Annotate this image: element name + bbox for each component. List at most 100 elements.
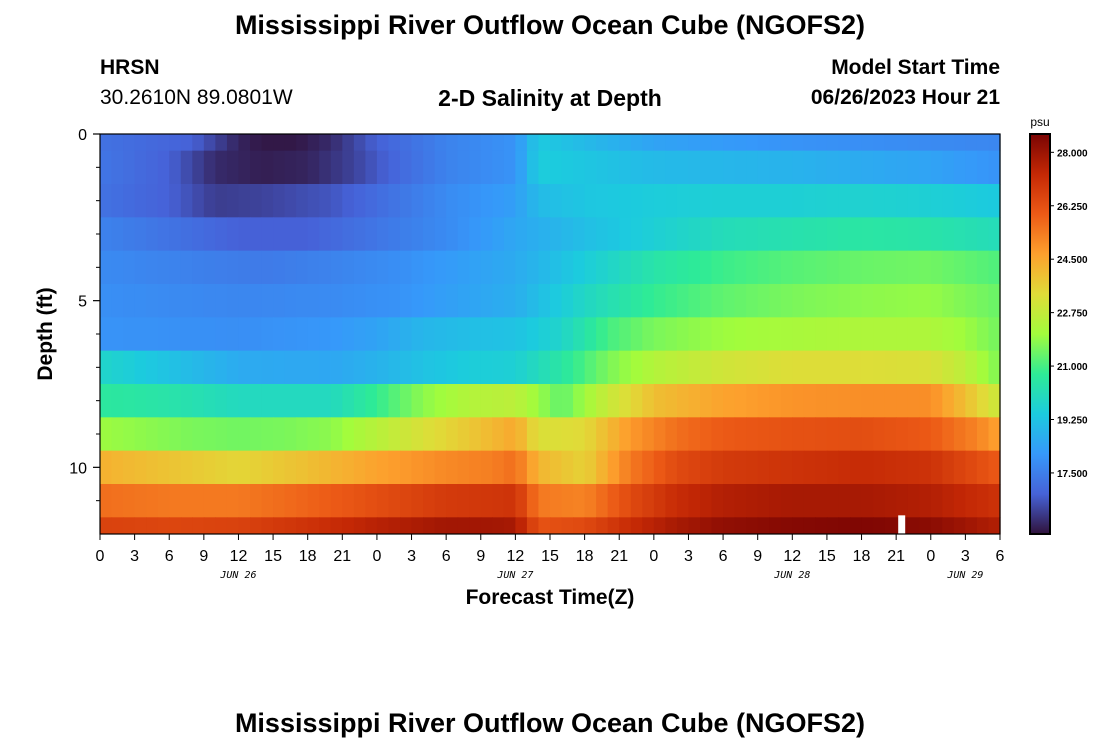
heatmap-cell	[423, 517, 436, 535]
heatmap-cell	[526, 417, 540, 452]
heatmap-cell	[273, 184, 286, 218]
colorbar: 28.000 26.250 24.500 22.750 21.000 19.250 17.5…	[1029, 115, 1088, 535]
heatmap-cell	[515, 134, 528, 152]
heatmap-cell	[780, 250, 793, 285]
heatmap-cell	[873, 484, 886, 518]
heatmap-cell	[861, 284, 874, 318]
heatmap-cell	[734, 217, 747, 252]
heatmap-cell	[157, 217, 170, 252]
heatmap-cell	[469, 350, 482, 385]
heatmap-cell	[907, 484, 920, 518]
heatmap-cell	[376, 317, 390, 352]
heatmap-cell	[215, 417, 228, 452]
heatmap-cell	[607, 384, 620, 418]
heatmap-cell	[538, 517, 551, 535]
heatmap-cell	[226, 250, 240, 285]
heatmap-cell	[642, 134, 655, 152]
heatmap-cell	[665, 217, 678, 252]
x-tick-label: 18	[299, 548, 317, 565]
heatmap-cell	[838, 417, 851, 452]
heatmap-cell	[457, 184, 470, 218]
heatmap-cell	[457, 384, 470, 418]
heatmap-cell	[192, 134, 205, 152]
x-day-label: JUN 27	[496, 570, 533, 581]
heatmap-cell	[561, 517, 574, 535]
heatmap-cell	[861, 350, 874, 385]
heatmap-cell	[676, 184, 690, 218]
heatmap-cell	[907, 250, 920, 285]
heatmap-cell	[134, 384, 147, 418]
heatmap-cell	[400, 134, 413, 152]
heatmap-cell	[296, 184, 309, 218]
heatmap-cell	[573, 517, 586, 535]
x-tick-label: 9	[753, 548, 762, 565]
heatmap-cell	[780, 217, 793, 252]
heatmap-cell	[584, 284, 597, 318]
heatmap-cell	[238, 284, 251, 318]
heatmap-cell	[457, 517, 470, 535]
heatmap-cell	[700, 184, 713, 218]
heatmap-cell	[550, 284, 563, 318]
heatmap-cell	[930, 284, 943, 318]
heatmap-cell	[342, 284, 355, 318]
heatmap-cell	[573, 284, 586, 318]
heatmap-cell	[630, 150, 643, 185]
heatmap-cell	[526, 450, 540, 485]
x-tick-label: 9	[476, 548, 485, 565]
heatmap-cell	[700, 450, 713, 485]
heatmap-cell	[780, 417, 793, 452]
heatmap-cell	[238, 384, 251, 418]
heatmap-cell	[134, 184, 147, 218]
heatmap-cell	[226, 450, 240, 485]
heatmap-cell	[203, 484, 216, 518]
heatmap-cell	[226, 284, 240, 318]
heatmap-cell	[503, 350, 516, 385]
heatmap-cell	[503, 134, 516, 152]
heatmap-cell	[307, 217, 320, 252]
heatmap-cell	[111, 217, 124, 252]
heatmap-cell	[723, 217, 736, 252]
heatmap-cell	[861, 417, 874, 452]
heatmap-cell	[873, 384, 886, 418]
heatmap-cell	[861, 250, 874, 285]
heatmap-cell	[711, 317, 724, 352]
heatmap-cell	[815, 484, 828, 518]
heatmap-cell	[284, 284, 297, 318]
heatmap-cell	[861, 150, 874, 185]
heatmap-cell	[411, 284, 424, 318]
heatmap-cell	[250, 250, 263, 285]
heatmap-cell	[792, 484, 805, 518]
heatmap-cell	[192, 484, 205, 518]
heatmap-cell	[861, 384, 874, 418]
heatmap-cell	[353, 417, 366, 452]
heatmap-cell	[226, 317, 240, 352]
heatmap-cell	[688, 417, 701, 452]
heatmap-cell	[780, 284, 793, 318]
heatmap-cell	[503, 217, 516, 252]
heatmap-cell	[261, 284, 274, 318]
heatmap-cell	[169, 184, 182, 218]
heatmap-cell	[665, 417, 678, 452]
heatmap-cell	[180, 134, 193, 152]
heatmap-cell	[803, 517, 816, 535]
heatmap-cell	[596, 517, 609, 535]
heatmap-cell	[157, 350, 170, 385]
heatmap-cell	[307, 517, 320, 535]
heatmap-cell	[538, 184, 551, 218]
heatmap-cell	[123, 217, 136, 252]
heatmap-cell	[907, 150, 920, 185]
chart-title: Mississippi River Outflow Ocean Cube (NG…	[234, 10, 866, 40]
heatmap-cell	[123, 184, 136, 218]
heatmap-cell	[284, 350, 297, 385]
heatmap-cell	[769, 150, 782, 185]
heatmap-cell	[146, 350, 159, 385]
heatmap-cell	[803, 184, 816, 218]
heatmap-cell	[919, 217, 932, 252]
heatmap-cell	[815, 384, 828, 418]
heatmap-cell	[226, 217, 240, 252]
heatmap-cell	[180, 517, 193, 535]
heatmap-cell	[365, 517, 378, 535]
heatmap-cell	[215, 134, 228, 152]
heatmap-cell	[584, 317, 597, 352]
heatmap-cell	[365, 284, 378, 318]
